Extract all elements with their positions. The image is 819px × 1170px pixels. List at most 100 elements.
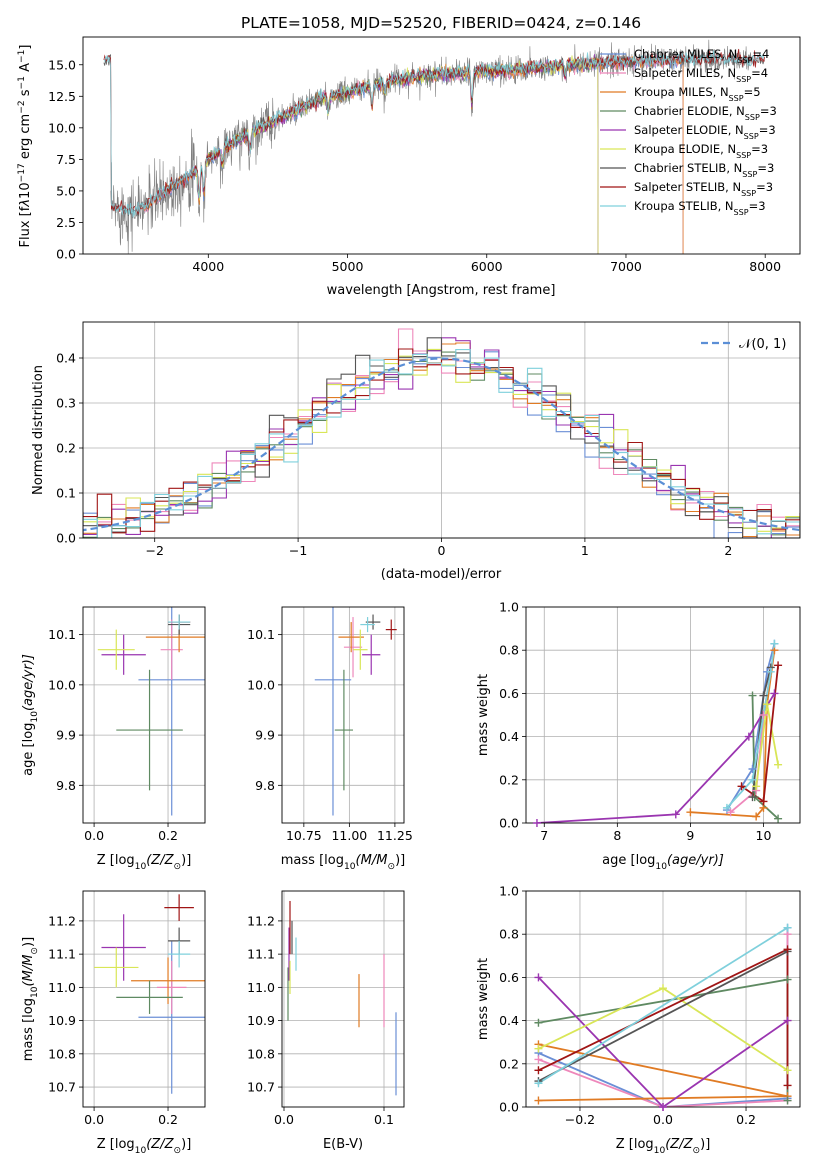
weight-line-salpeter_elodie	[536, 692, 776, 823]
spectrum-y-label-part: −1	[17, 50, 27, 63]
legend-label-kroupa_miles: Kroupa MILES, NSSP=5	[634, 85, 761, 103]
weight-marker-salpeter_stelib	[783, 945, 792, 954]
legend-label-salpeter_miles: Salpeter MILES, NSSP=4	[634, 66, 768, 84]
mass-y-label: mass [log10(M/M⊙)]	[21, 937, 40, 1061]
weight-marker-salpeter_stelib	[534, 1066, 543, 1075]
legend-label-salpeter_stelib-part: Salpeter STELIB, N	[634, 180, 741, 194]
axes-frame	[82, 606, 206, 824]
age_vs_mass-panel-plot-area	[314, 607, 397, 816]
mass-vs-Z-x-label-part: ⊙	[174, 1146, 182, 1156]
weight-Z-x-label-part: )]	[700, 1137, 710, 1152]
mass-x-label: mass [log10(M/M⊙)]	[281, 853, 405, 872]
mass-y-label-part: (M/M	[21, 955, 36, 987]
mass-vs-Z-x-label-part: 10	[135, 1146, 147, 1156]
legend-label-kroupa_miles-part: =5	[744, 85, 761, 99]
y-tick-label: 2.5	[56, 215, 76, 230]
model-spectrum-kroupa_elodie	[194, 55, 599, 254]
spectrum-title: PLATE=1058, MJD=52520, FIBERID=0424, z=0…	[241, 14, 641, 32]
legend-label-chabrier_stelib: Chabrier STELIB, NSSP=3	[634, 161, 774, 179]
axes-frame	[82, 890, 206, 1108]
y-tick-label: 10.1	[48, 627, 76, 642]
y-tick-label: 9.9	[56, 728, 76, 743]
weight-marker-chabrier_stelib	[759, 691, 768, 700]
y-tick-label: 0.0	[499, 1100, 519, 1115]
legend-label-normal: 𝒩(0, 1)	[739, 337, 786, 352]
weight-line-chabrier_miles	[726, 643, 776, 811]
x-tick-label: 0	[438, 543, 446, 558]
y-tick-label: 0.6	[499, 686, 519, 701]
weight-marker-kroupa_stelib	[534, 1079, 543, 1088]
x-tick-label: 8000	[749, 259, 781, 274]
y-tick-label: 0.4	[499, 729, 519, 744]
y-tick-label: 0.8	[499, 643, 519, 658]
weight-marker-kroupa_elodie	[752, 782, 761, 791]
legend-label-kroupa_stelib-part: =3	[749, 199, 766, 213]
spectrum-panel: 4000 5000 6000 7000 8000 0.0 2.5 5.0 7.5 10.0 12.5…	[48, 36, 801, 274]
weight-line-salpeter_elodie	[537, 976, 789, 1107]
weight-marker-kroupa_elodie	[774, 760, 783, 769]
weight-marker-kroupa_stelib	[722, 803, 731, 812]
axes-frame	[82, 36, 801, 255]
y-tick-label: 0.2	[499, 772, 519, 787]
y-tick-label: 9.9	[255, 728, 275, 743]
y-tick-label: 0.2	[56, 441, 76, 456]
legend-label-salpeter_miles-part: SSP	[736, 75, 751, 84]
x-tick-label: 10	[756, 828, 772, 843]
y-tick-label: 10.0	[48, 677, 76, 692]
spectrum-y-label-part: 10	[18, 182, 33, 199]
age-y-label-part: 10	[30, 711, 40, 723]
spectrum-y-label-part: ]	[18, 45, 33, 50]
axes-frame	[281, 890, 405, 1108]
age-vs-Z-x-label-part: )]	[181, 853, 191, 868]
weight-marker-kroupa_stelib	[766, 667, 775, 676]
spectrum-y-label-part: A	[18, 63, 33, 76]
model-spectrum-kroupa_stelib	[103, 50, 765, 218]
spectrum-y-label-part: s	[18, 89, 33, 100]
legend-label-salpeter_stelib-part: =3	[756, 180, 773, 194]
y-tick-label: 11.2	[247, 913, 275, 928]
age-vs-Z-x-label-part: ⊙	[174, 862, 182, 872]
weight-age-x-label-part: (age/yr)]	[667, 853, 724, 868]
legend-label-salpeter_elodie: Salpeter ELODIE, NSSP=3	[634, 123, 776, 141]
y-tick-label: 10.8	[247, 1046, 275, 1061]
weight-marker-kroupa_stelib	[748, 775, 757, 784]
x-tick-label: 5000	[332, 259, 364, 274]
age-y-label: age [log10(age/yr)]	[21, 654, 40, 776]
y-tick-label: 10.0	[247, 677, 275, 692]
y-tick-label: 1.0	[499, 600, 519, 615]
spectrum-y-label-part: λ	[18, 199, 33, 208]
age-y-label-part: (age/yr)]	[21, 654, 36, 711]
weight-marker-salpeter_miles	[534, 1055, 543, 1064]
mass-y-label-part: 10	[30, 986, 40, 998]
weight_vs_age-y-label: mass weight	[476, 674, 491, 756]
y-tick-label: 11.0	[48, 980, 76, 995]
weight-marker-chabrier_elodie	[774, 814, 783, 823]
x-tick-label: 7	[540, 828, 548, 843]
weight-Z-x-label: Z [log10(Z/Z⊙)]	[616, 1137, 711, 1156]
residual-panel: −2 −1 0 1 2 0.0 0.1 0.2 0.3 0.4	[56, 321, 801, 558]
mass-x-label-part: mass [log	[281, 853, 344, 868]
weight_vs_Z-y-label: mass weight	[476, 958, 491, 1040]
y-tick-label: 0.0	[499, 816, 519, 831]
y-tick-label: 11.2	[48, 913, 76, 928]
legend-label-salpeter_elodie-part: SSP	[744, 132, 759, 141]
weight-marker-salpeter_miles	[726, 808, 735, 817]
x-tick-label: −2	[145, 543, 163, 558]
y-tick-label: 0.2	[499, 1056, 519, 1071]
weight-marker-chabrier_elodie	[783, 1096, 792, 1105]
x-tick-label: 0.2	[736, 1112, 756, 1127]
spectrum-x-label: wavelength [Angstrom, rest frame]	[327, 283, 556, 298]
y-tick-label: 0.6	[499, 970, 519, 985]
x-tick-label: −1	[289, 543, 307, 558]
ebv-x-label: E(B-V)	[323, 1137, 363, 1152]
y-tick-label: 5.0	[56, 183, 76, 198]
legend-label-salpeter_miles-part: Salpeter MILES, N	[634, 66, 736, 80]
x-tick-label: 0.2	[158, 1112, 178, 1127]
axes-frame	[82, 321, 801, 539]
y-tick-label: 11.1	[48, 947, 76, 962]
legend-label-chabrier_stelib-part: =3	[757, 161, 774, 175]
weight-marker-salpeter_stelib	[759, 797, 768, 806]
x-tick-label: 0.0	[274, 1112, 294, 1127]
legend-label-chabrier_elodie-part: Chabrier ELODIE, N	[634, 104, 745, 118]
weight-marker-kroupa_stelib	[783, 923, 792, 932]
